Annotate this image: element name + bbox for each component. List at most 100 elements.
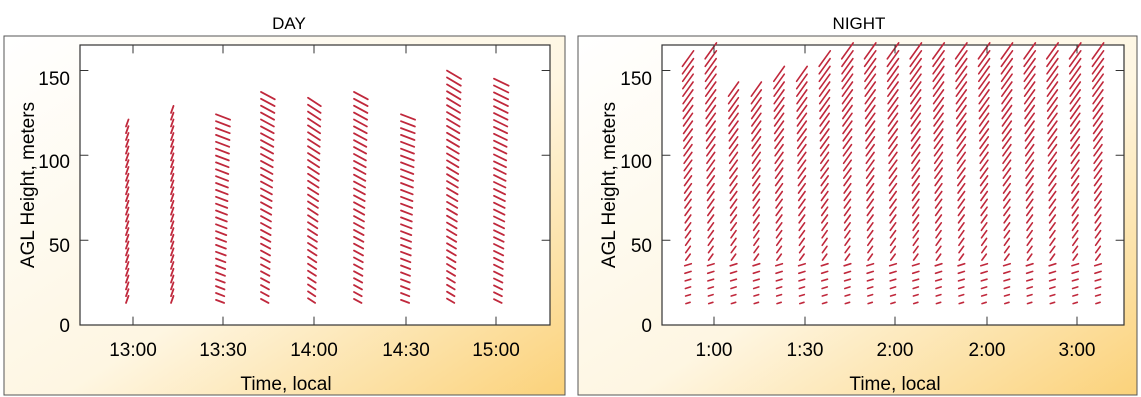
tick-marks bbox=[79, 44, 1125, 326]
wind-barb bbox=[1094, 190, 1102, 202]
wind-barb bbox=[1046, 57, 1059, 75]
wind-barb bbox=[753, 293, 760, 297]
wind-barb bbox=[886, 65, 900, 83]
wind-barb bbox=[125, 261, 130, 270]
wind-barb bbox=[798, 229, 806, 239]
wind-barb bbox=[889, 222, 897, 232]
wind-barb bbox=[170, 281, 175, 291]
wind-barb bbox=[125, 227, 130, 237]
wind-barb bbox=[1048, 222, 1056, 232]
wind-barb bbox=[909, 65, 922, 83]
wind-barb bbox=[493, 263, 504, 270]
wind-barb bbox=[957, 214, 966, 224]
wind-barb bbox=[260, 111, 276, 121]
wind-barb bbox=[912, 293, 919, 297]
wind-barb bbox=[890, 301, 896, 305]
wind-barb bbox=[954, 42, 968, 60]
wind-barb bbox=[446, 235, 458, 243]
wind-barb bbox=[1025, 270, 1034, 275]
wind-barb bbox=[493, 194, 506, 203]
wind-barb bbox=[400, 175, 415, 182]
wind-barb bbox=[682, 89, 694, 105]
wind-barb bbox=[841, 89, 854, 105]
wind-barb bbox=[977, 42, 991, 60]
wind-barb bbox=[681, 65, 695, 83]
wind-barb bbox=[1070, 136, 1081, 150]
wind-barb bbox=[681, 57, 695, 75]
wind-barb bbox=[706, 182, 715, 194]
wind-barb bbox=[957, 270, 966, 275]
wind-barb bbox=[400, 250, 412, 257]
wind-barb bbox=[170, 220, 175, 230]
wind-barb bbox=[170, 105, 175, 114]
wind-barb bbox=[400, 147, 415, 155]
wind-barb bbox=[684, 237, 692, 247]
wind-barb bbox=[909, 57, 923, 75]
wind-barb bbox=[1047, 151, 1058, 165]
wind-barb bbox=[170, 254, 175, 264]
wind-barb bbox=[866, 229, 874, 239]
wind-barb bbox=[307, 159, 321, 169]
wind-barb bbox=[934, 262, 943, 267]
wind-barb bbox=[864, 120, 876, 135]
wind-barb bbox=[842, 159, 853, 172]
wind-barb bbox=[750, 112, 762, 127]
wind-barb bbox=[125, 213, 130, 223]
wind-barb bbox=[843, 175, 852, 187]
wind-barb bbox=[1071, 214, 1079, 224]
wind-barb bbox=[1049, 229, 1056, 239]
wind-barb bbox=[910, 112, 922, 127]
wind-barb bbox=[400, 223, 413, 230]
wind-barb bbox=[819, 120, 830, 135]
wind-barb bbox=[307, 269, 317, 277]
wind-barb bbox=[909, 49, 923, 68]
wind-barb bbox=[1092, 96, 1104, 112]
wind-barb bbox=[750, 81, 763, 97]
wind-barb bbox=[1047, 143, 1058, 157]
wind-barb bbox=[888, 190, 898, 202]
wind-barb bbox=[867, 245, 874, 254]
wind-barb bbox=[729, 190, 738, 202]
wind-barb bbox=[775, 245, 783, 254]
wind-barb bbox=[730, 301, 737, 305]
wind-barb bbox=[1094, 278, 1102, 282]
wind-barb bbox=[863, 57, 877, 75]
wind-barb bbox=[752, 182, 761, 194]
wind-barb bbox=[125, 240, 130, 250]
wind-barb bbox=[1003, 278, 1011, 282]
wind-barb bbox=[353, 118, 368, 128]
wind-barb bbox=[775, 270, 784, 275]
wind-barb bbox=[798, 214, 806, 224]
wind-barb bbox=[842, 143, 853, 157]
wind-barb bbox=[730, 237, 737, 247]
wind-barb bbox=[1071, 229, 1079, 239]
wind-barb bbox=[215, 292, 226, 298]
wind-barb bbox=[307, 172, 320, 182]
wind-barb bbox=[795, 65, 809, 83]
wind-barb bbox=[818, 73, 831, 90]
wind-barb bbox=[400, 188, 414, 196]
wind-barb bbox=[400, 154, 415, 162]
wind-barb bbox=[957, 286, 965, 290]
wind-barb bbox=[684, 229, 692, 239]
wind-barb bbox=[843, 198, 852, 209]
wind-barb bbox=[1095, 253, 1101, 261]
wind-barb bbox=[446, 276, 456, 284]
wind-barb bbox=[933, 136, 944, 150]
wind-barb bbox=[977, 57, 991, 75]
wind-barb bbox=[215, 161, 230, 169]
wind-barb bbox=[446, 228, 458, 237]
wind-barb bbox=[820, 206, 829, 217]
night-y-ticks: 0 50 100 150 bbox=[620, 69, 652, 337]
wind-barb bbox=[353, 194, 366, 203]
wind-barb bbox=[260, 242, 272, 250]
wind-barb bbox=[681, 73, 695, 90]
wind-barb bbox=[400, 182, 414, 189]
wind-barb bbox=[170, 199, 175, 209]
wind-barb bbox=[125, 172, 130, 182]
wind-barb bbox=[752, 198, 761, 209]
wind-barb bbox=[307, 131, 321, 141]
wind-barb bbox=[446, 131, 461, 141]
wind-barb bbox=[307, 138, 321, 148]
wind-barb bbox=[1048, 198, 1057, 209]
